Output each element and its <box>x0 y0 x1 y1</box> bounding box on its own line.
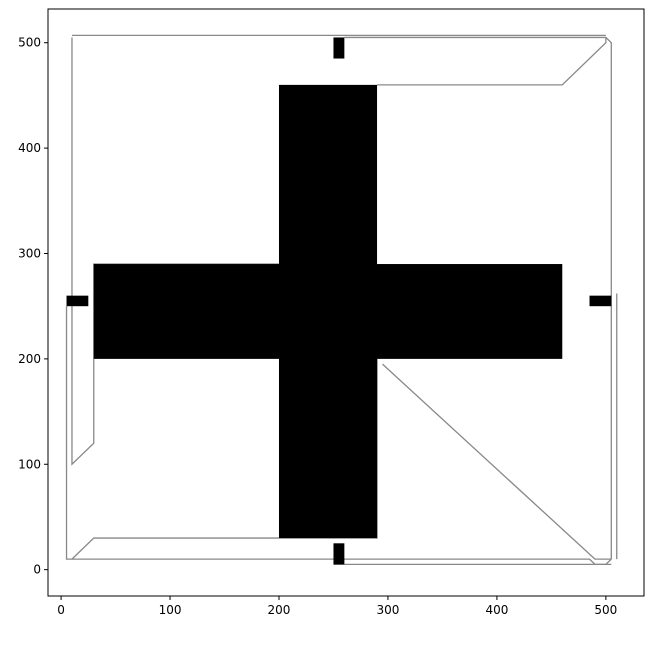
x-tick-label: 100 <box>159 603 182 617</box>
x-tick-label: 500 <box>594 603 617 617</box>
y-tick-label: 200 <box>18 352 41 366</box>
marker-right <box>589 295 612 307</box>
y-tick-label: 300 <box>18 246 41 260</box>
x-tick-label: 200 <box>268 603 291 617</box>
outline-left-edge <box>71 37 279 466</box>
shape-layer <box>66 37 612 565</box>
x-axis-ticks: 0 100 200 300 400 500 <box>57 596 617 617</box>
outline-top-diagonal <box>377 37 607 86</box>
plot-frame <box>47 8 645 597</box>
marker-top <box>333 37 345 59</box>
outline-bottom-right <box>333 558 612 566</box>
y-tick-label: 100 <box>18 457 41 471</box>
y-axis-ticks: 0 100 200 300 400 500 <box>18 36 48 577</box>
x-tick-label: 400 <box>485 603 508 617</box>
outline-layer <box>65 34 618 566</box>
y-tick-label: 400 <box>18 141 41 155</box>
outline-top-right <box>344 36 612 560</box>
x-tick-label: 300 <box>376 603 399 617</box>
x-tick-label: 0 <box>57 603 65 617</box>
cross-horizontal-bar <box>93 264 563 359</box>
marker-bottom <box>333 543 345 565</box>
outline-left-lower <box>65 306 72 560</box>
y-tick-label: 0 <box>33 563 41 577</box>
y-tick-label: 500 <box>18 36 41 50</box>
outline-right-diagonal <box>382 363 612 560</box>
marker-left <box>66 295 89 307</box>
